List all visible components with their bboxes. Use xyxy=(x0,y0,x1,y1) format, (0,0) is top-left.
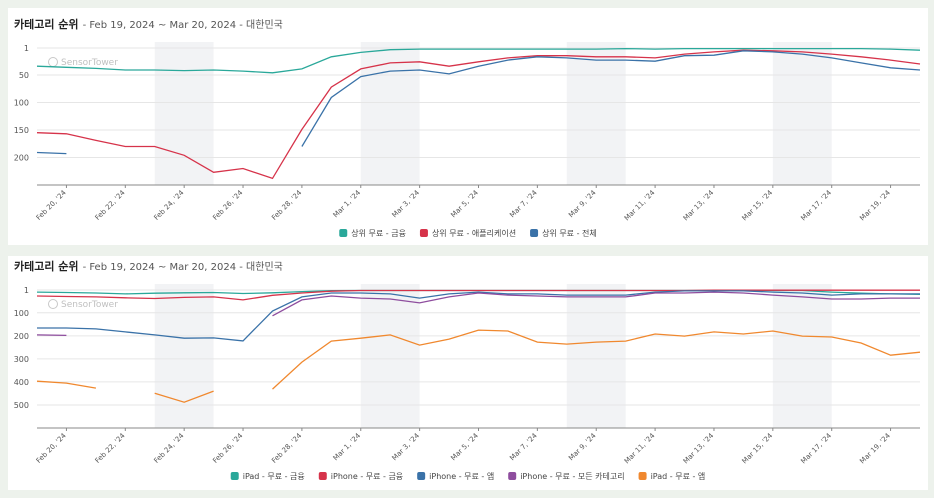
weekend-band xyxy=(154,284,214,428)
chart-panel: 카테고리 순위 - Feb 19, 2024 ~ Mar 20, 2024 - 대… xyxy=(8,256,928,490)
x-tick-label: Mar 11, '24 xyxy=(623,431,657,465)
legend-swatch xyxy=(417,472,426,480)
x-tick-label: Feb 22, '24 xyxy=(94,431,127,464)
y-tick-label: 200 xyxy=(14,332,29,341)
y-tick-label: 50 xyxy=(19,71,29,80)
weekend-band xyxy=(154,42,214,185)
x-tick-label: Mar 13, '24 xyxy=(682,188,716,222)
x-tick-label: Mar 7, '24 xyxy=(508,188,539,219)
x-tick-label: Mar 15, '24 xyxy=(741,431,775,465)
legend-label: iPad - 무료 - 앱 xyxy=(651,472,706,481)
x-tick-label: Mar 3, '24 xyxy=(391,431,422,462)
legend-label: iPhone - 무료 - 앱 xyxy=(429,472,494,481)
x-tick-label: Feb 22, '24 xyxy=(94,188,127,221)
series-line xyxy=(36,50,921,155)
chart-title: 카테고리 순위 - Feb 19, 2024 ~ Mar 20, 2024 - 대… xyxy=(14,17,283,31)
x-tick-label: Feb 24, '24 xyxy=(152,431,185,464)
y-tick-label: 1 xyxy=(24,286,29,295)
title-text: 카테고리 순위 xyxy=(14,17,79,31)
subtitle: - Feb 19, 2024 ~ Mar 20, 2024 - 대한민국 xyxy=(83,19,283,31)
legend-swatch xyxy=(638,472,647,480)
weekend-band xyxy=(566,42,626,185)
x-tick-label: Feb 20, '24 xyxy=(35,188,68,221)
legend: iPad - 무료 - 금융 iPhone - 무료 - 금융 iPhone - 무… xyxy=(230,472,706,481)
legend: 상위 무료 - 금융 상위 무료 - 애플리케이션 상위 무료 - 전체 xyxy=(339,228,597,238)
legend-swatch xyxy=(339,229,348,237)
chart-title: 카테고리 순위 - Feb 19, 2024 ~ Mar 20, 2024 - 대… xyxy=(14,259,283,273)
x-tick-label: Mar 13, '24 xyxy=(682,431,716,465)
y-tick-label: 150 xyxy=(14,126,29,135)
x-tick-label: Feb 28, '24 xyxy=(270,431,303,464)
x-tick-label: Feb 26, '24 xyxy=(211,188,244,221)
x-tick-label: Mar 15, '24 xyxy=(741,188,775,222)
watermark-icon xyxy=(48,57,58,67)
x-tick-label: Mar 9, '24 xyxy=(567,188,598,219)
subtitle: - Feb 19, 2024 ~ Mar 20, 2024 - 대한민국 xyxy=(83,261,283,273)
title-text: 카테고리 순위 xyxy=(14,259,79,273)
x-tick-label: Mar 19, '24 xyxy=(858,188,892,222)
legend-label: 상위 무료 - 전체 xyxy=(542,228,597,238)
y-tick-label: 500 xyxy=(14,401,29,410)
x-tick-label: Mar 17, '24 xyxy=(799,431,833,465)
x-tick-label: Mar 3, '24 xyxy=(391,188,422,219)
x-tick-label: Mar 1, '24 xyxy=(332,431,363,462)
series-line xyxy=(36,49,921,180)
series-line xyxy=(36,291,920,337)
legend-swatch xyxy=(230,472,239,480)
y-tick-label: 100 xyxy=(14,98,29,107)
weekend-band xyxy=(360,42,420,185)
series-line xyxy=(36,289,920,301)
series-line xyxy=(36,47,921,74)
weekend-band xyxy=(360,284,420,428)
legend-label: iPad - 무료 - 금융 xyxy=(243,472,305,481)
x-tick-label: Feb 28, '24 xyxy=(270,188,303,221)
y-tick-label: 300 xyxy=(14,355,29,364)
chart: 카테고리 순위 - Feb 19, 2024 ~ Mar 20, 2024 - 대… xyxy=(14,259,921,481)
x-tick-label: Mar 5, '24 xyxy=(449,431,480,462)
legend-label: 상위 무료 - 금융 xyxy=(351,228,406,238)
legend-swatch xyxy=(419,229,428,237)
legend-swatch xyxy=(530,229,539,237)
legend-label: iPhone - 무료 - 모든 카테고리 xyxy=(520,472,624,481)
chart: 카테고리 순위 - Feb 19, 2024 ~ Mar 20, 2024 - 대… xyxy=(14,17,921,238)
x-tick-label: Mar 1, '24 xyxy=(332,188,363,219)
y-tick-label: 100 xyxy=(14,309,29,318)
x-tick-label: Mar 11, '24 xyxy=(623,188,657,222)
chart-panel: 카테고리 순위 - Feb 19, 2024 ~ Mar 20, 2024 - 대… xyxy=(8,8,928,245)
series-line xyxy=(36,329,921,403)
x-tick-label: Feb 26, '24 xyxy=(211,431,244,464)
x-tick-label: Mar 5, '24 xyxy=(449,188,480,219)
x-tick-label: Feb 20, '24 xyxy=(35,431,68,464)
y-tick-label: 200 xyxy=(14,153,29,162)
x-tick-label: Mar 19, '24 xyxy=(858,431,892,465)
x-tick-label: Mar 17, '24 xyxy=(799,188,833,222)
y-tick-label: 400 xyxy=(14,378,29,387)
y-tick-label: 1 xyxy=(24,44,29,53)
watermark: SensorTower xyxy=(61,58,118,68)
legend-label: iPhone - 무료 - 금융 xyxy=(331,472,403,481)
weekend-band xyxy=(566,284,626,428)
legend-label: 상위 무료 - 애플리케이션 xyxy=(432,228,516,238)
weekend-band xyxy=(772,42,832,185)
legend-swatch xyxy=(508,472,517,480)
watermark: SensorTower xyxy=(61,300,118,310)
x-tick-label: Mar 7, '24 xyxy=(508,431,539,462)
x-tick-label: Feb 24, '24 xyxy=(152,188,185,221)
weekend-band xyxy=(772,284,832,428)
legend-swatch xyxy=(318,472,327,480)
x-tick-label: Mar 9, '24 xyxy=(567,431,598,462)
series-line xyxy=(37,290,920,342)
watermark-icon xyxy=(48,299,58,309)
